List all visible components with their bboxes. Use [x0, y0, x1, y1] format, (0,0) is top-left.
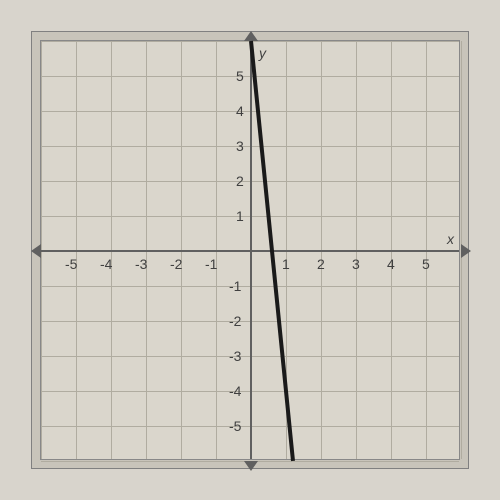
axis-arrow-icon: [461, 244, 471, 258]
y-tick-label: 4: [236, 104, 244, 118]
y-axis-label: y: [259, 45, 266, 61]
x-axis-label: x: [447, 231, 454, 247]
x-tick-label: 1: [282, 257, 290, 271]
coordinate-plane: -5 -4 -3 -2 -1 1 2 3 4 5 1 2 3 4 5 -1 -2 -3 -4 -5 x y: [40, 40, 460, 460]
y-tick-label: 5: [236, 69, 244, 83]
y-tick-label: -5: [229, 419, 241, 433]
x-tick-label: -5: [65, 257, 77, 271]
axis-arrow-icon: [244, 461, 258, 471]
y-tick-label: -4: [229, 384, 241, 398]
x-tick-label: -4: [100, 257, 112, 271]
x-tick-label: 2: [317, 257, 325, 271]
y-axis: [250, 41, 252, 459]
x-tick-label: 3: [352, 257, 360, 271]
y-tick-label: -2: [229, 314, 241, 328]
x-tick-label: -1: [205, 257, 217, 271]
y-tick-label: 1: [236, 209, 244, 223]
graph-container: -5 -4 -3 -2 -1 1 2 3 4 5 1 2 3 4 5 -1 -2 -3 -4 -5 x y: [31, 31, 469, 469]
axis-arrow-icon: [244, 31, 258, 41]
axis-arrow-icon: [31, 244, 41, 258]
x-tick-label: 4: [387, 257, 395, 271]
y-tick-label: -1: [229, 279, 241, 293]
y-tick-label: 2: [236, 174, 244, 188]
y-tick-label: 3: [236, 139, 244, 153]
x-tick-label: 5: [422, 257, 430, 271]
y-tick-label: -3: [229, 349, 241, 363]
x-tick-label: -3: [135, 257, 147, 271]
x-tick-label: -2: [170, 257, 182, 271]
